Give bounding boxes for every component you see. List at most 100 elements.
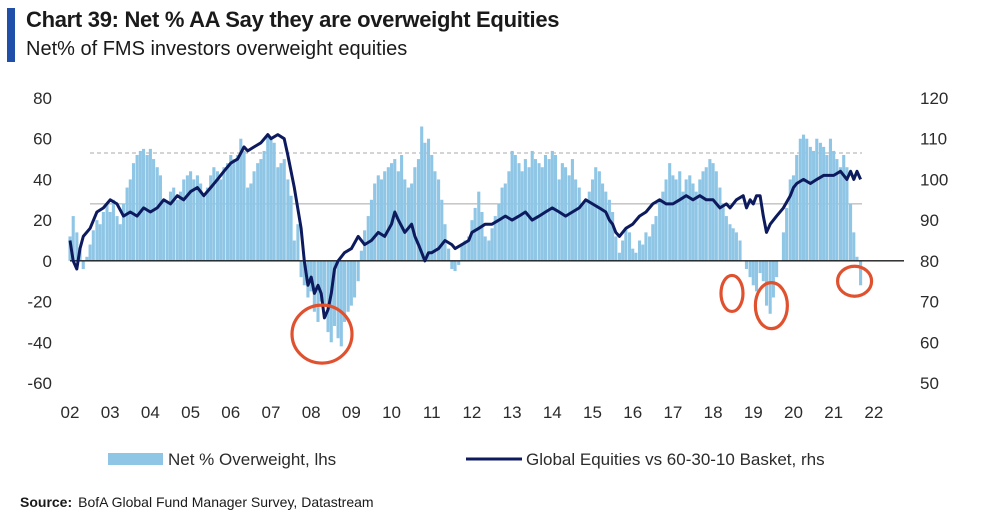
- x-tick: 13: [503, 403, 522, 422]
- x-tick: 07: [262, 403, 281, 422]
- x-tick: 10: [382, 403, 401, 422]
- x-tick: 15: [583, 403, 602, 422]
- bar-116: [457, 260, 461, 265]
- bar-150: [570, 159, 574, 261]
- bar-85: [353, 260, 357, 298]
- bar-10: [101, 212, 105, 261]
- bar-100: [403, 179, 407, 261]
- bar-147: [560, 163, 564, 261]
- bar-235: [855, 256, 859, 261]
- bar-96: [389, 163, 394, 261]
- bar-33: [178, 191, 183, 261]
- bar-173: [648, 236, 652, 261]
- bar-177: [661, 191, 665, 261]
- bar-148: [564, 167, 568, 261]
- source-note: Source: BofA Global Fund Manager Survey, …: [20, 494, 374, 510]
- bar-197: [728, 224, 732, 261]
- bar-182: [678, 171, 682, 261]
- y-right-tick: 110: [920, 130, 947, 149]
- bar-167: [627, 232, 632, 261]
- bar-138: [530, 150, 534, 261]
- bar-34: [182, 179, 186, 261]
- bar-92: [376, 175, 380, 261]
- x-tick: 06: [221, 403, 240, 422]
- bar-221: [808, 146, 812, 261]
- bar-14: [115, 216, 119, 261]
- annotation-circle-2: [753, 281, 789, 331]
- y-right-tick: 120: [920, 89, 948, 108]
- x-tick: 18: [704, 403, 723, 422]
- bar-128: [497, 203, 501, 261]
- bar-207: [761, 260, 765, 282]
- bar-113: [447, 248, 451, 261]
- y-left-tick: 20: [33, 211, 52, 230]
- bar-75: [319, 260, 323, 302]
- bar-153: [580, 203, 585, 261]
- y-right-tick: 60: [920, 333, 939, 352]
- bar-22: [142, 148, 146, 261]
- bar-144: [550, 150, 554, 261]
- bar-226: [825, 155, 829, 261]
- x-tick: 14: [543, 403, 562, 422]
- bar-160: [604, 191, 608, 261]
- bar-233: [849, 203, 853, 261]
- bar-175: [654, 216, 658, 261]
- bar-2: [75, 232, 79, 261]
- bar-21: [138, 150, 142, 261]
- bar-107: [426, 138, 431, 261]
- bar-139: [533, 159, 537, 261]
- bar-86: [356, 260, 360, 282]
- bar-202: [744, 260, 749, 269]
- bar-29: [165, 203, 169, 261]
- bar-213: [781, 232, 785, 261]
- bar-131: [507, 171, 511, 261]
- bar-217: [795, 155, 799, 261]
- bar-56: [256, 163, 260, 261]
- bar-104: [416, 159, 421, 261]
- bar-50: [236, 155, 240, 261]
- bar-159: [601, 183, 605, 261]
- bar-55: [252, 171, 256, 261]
- title-accent-bar: [7, 8, 15, 62]
- bar-60: [269, 138, 273, 261]
- bar-152: [577, 187, 581, 261]
- x-tick: 12: [462, 403, 481, 422]
- bar-47: [226, 163, 230, 261]
- bar-28: [162, 199, 166, 261]
- bar-227: [828, 138, 833, 261]
- chart-gridlines: [90, 152, 862, 205]
- bar-166: [624, 228, 628, 261]
- bar-98: [396, 171, 400, 261]
- bar-53: [246, 187, 250, 261]
- bar-189: [701, 171, 705, 261]
- bar-236: [859, 260, 863, 286]
- bar-91: [373, 183, 377, 261]
- bar-140: [537, 163, 541, 261]
- bar-87: [359, 250, 363, 261]
- bar-67: [292, 240, 296, 261]
- annotation-circle-3: [835, 264, 874, 298]
- bar-146: [557, 179, 561, 261]
- bar-59: [266, 134, 270, 261]
- bar-41: [205, 187, 210, 261]
- bar-8: [95, 220, 99, 261]
- bar-180: [671, 175, 675, 261]
- bar-183: [681, 191, 685, 261]
- bar-205: [754, 260, 759, 292]
- bar-108: [430, 155, 434, 261]
- bar-19: [131, 163, 136, 261]
- bar-136: [523, 159, 527, 261]
- bar-97: [393, 159, 397, 261]
- bar-109: [433, 171, 437, 261]
- bar-234: [852, 232, 856, 261]
- bar-211: [775, 260, 779, 278]
- bar-186: [691, 183, 695, 261]
- x-tick: 03: [101, 403, 120, 422]
- bar-70: [302, 260, 306, 286]
- bar-35: [185, 175, 189, 261]
- bar-99: [400, 155, 404, 261]
- bar-23: [145, 155, 149, 261]
- bar-199: [734, 232, 738, 261]
- bar-169: [634, 252, 638, 261]
- bar-44: [215, 171, 220, 261]
